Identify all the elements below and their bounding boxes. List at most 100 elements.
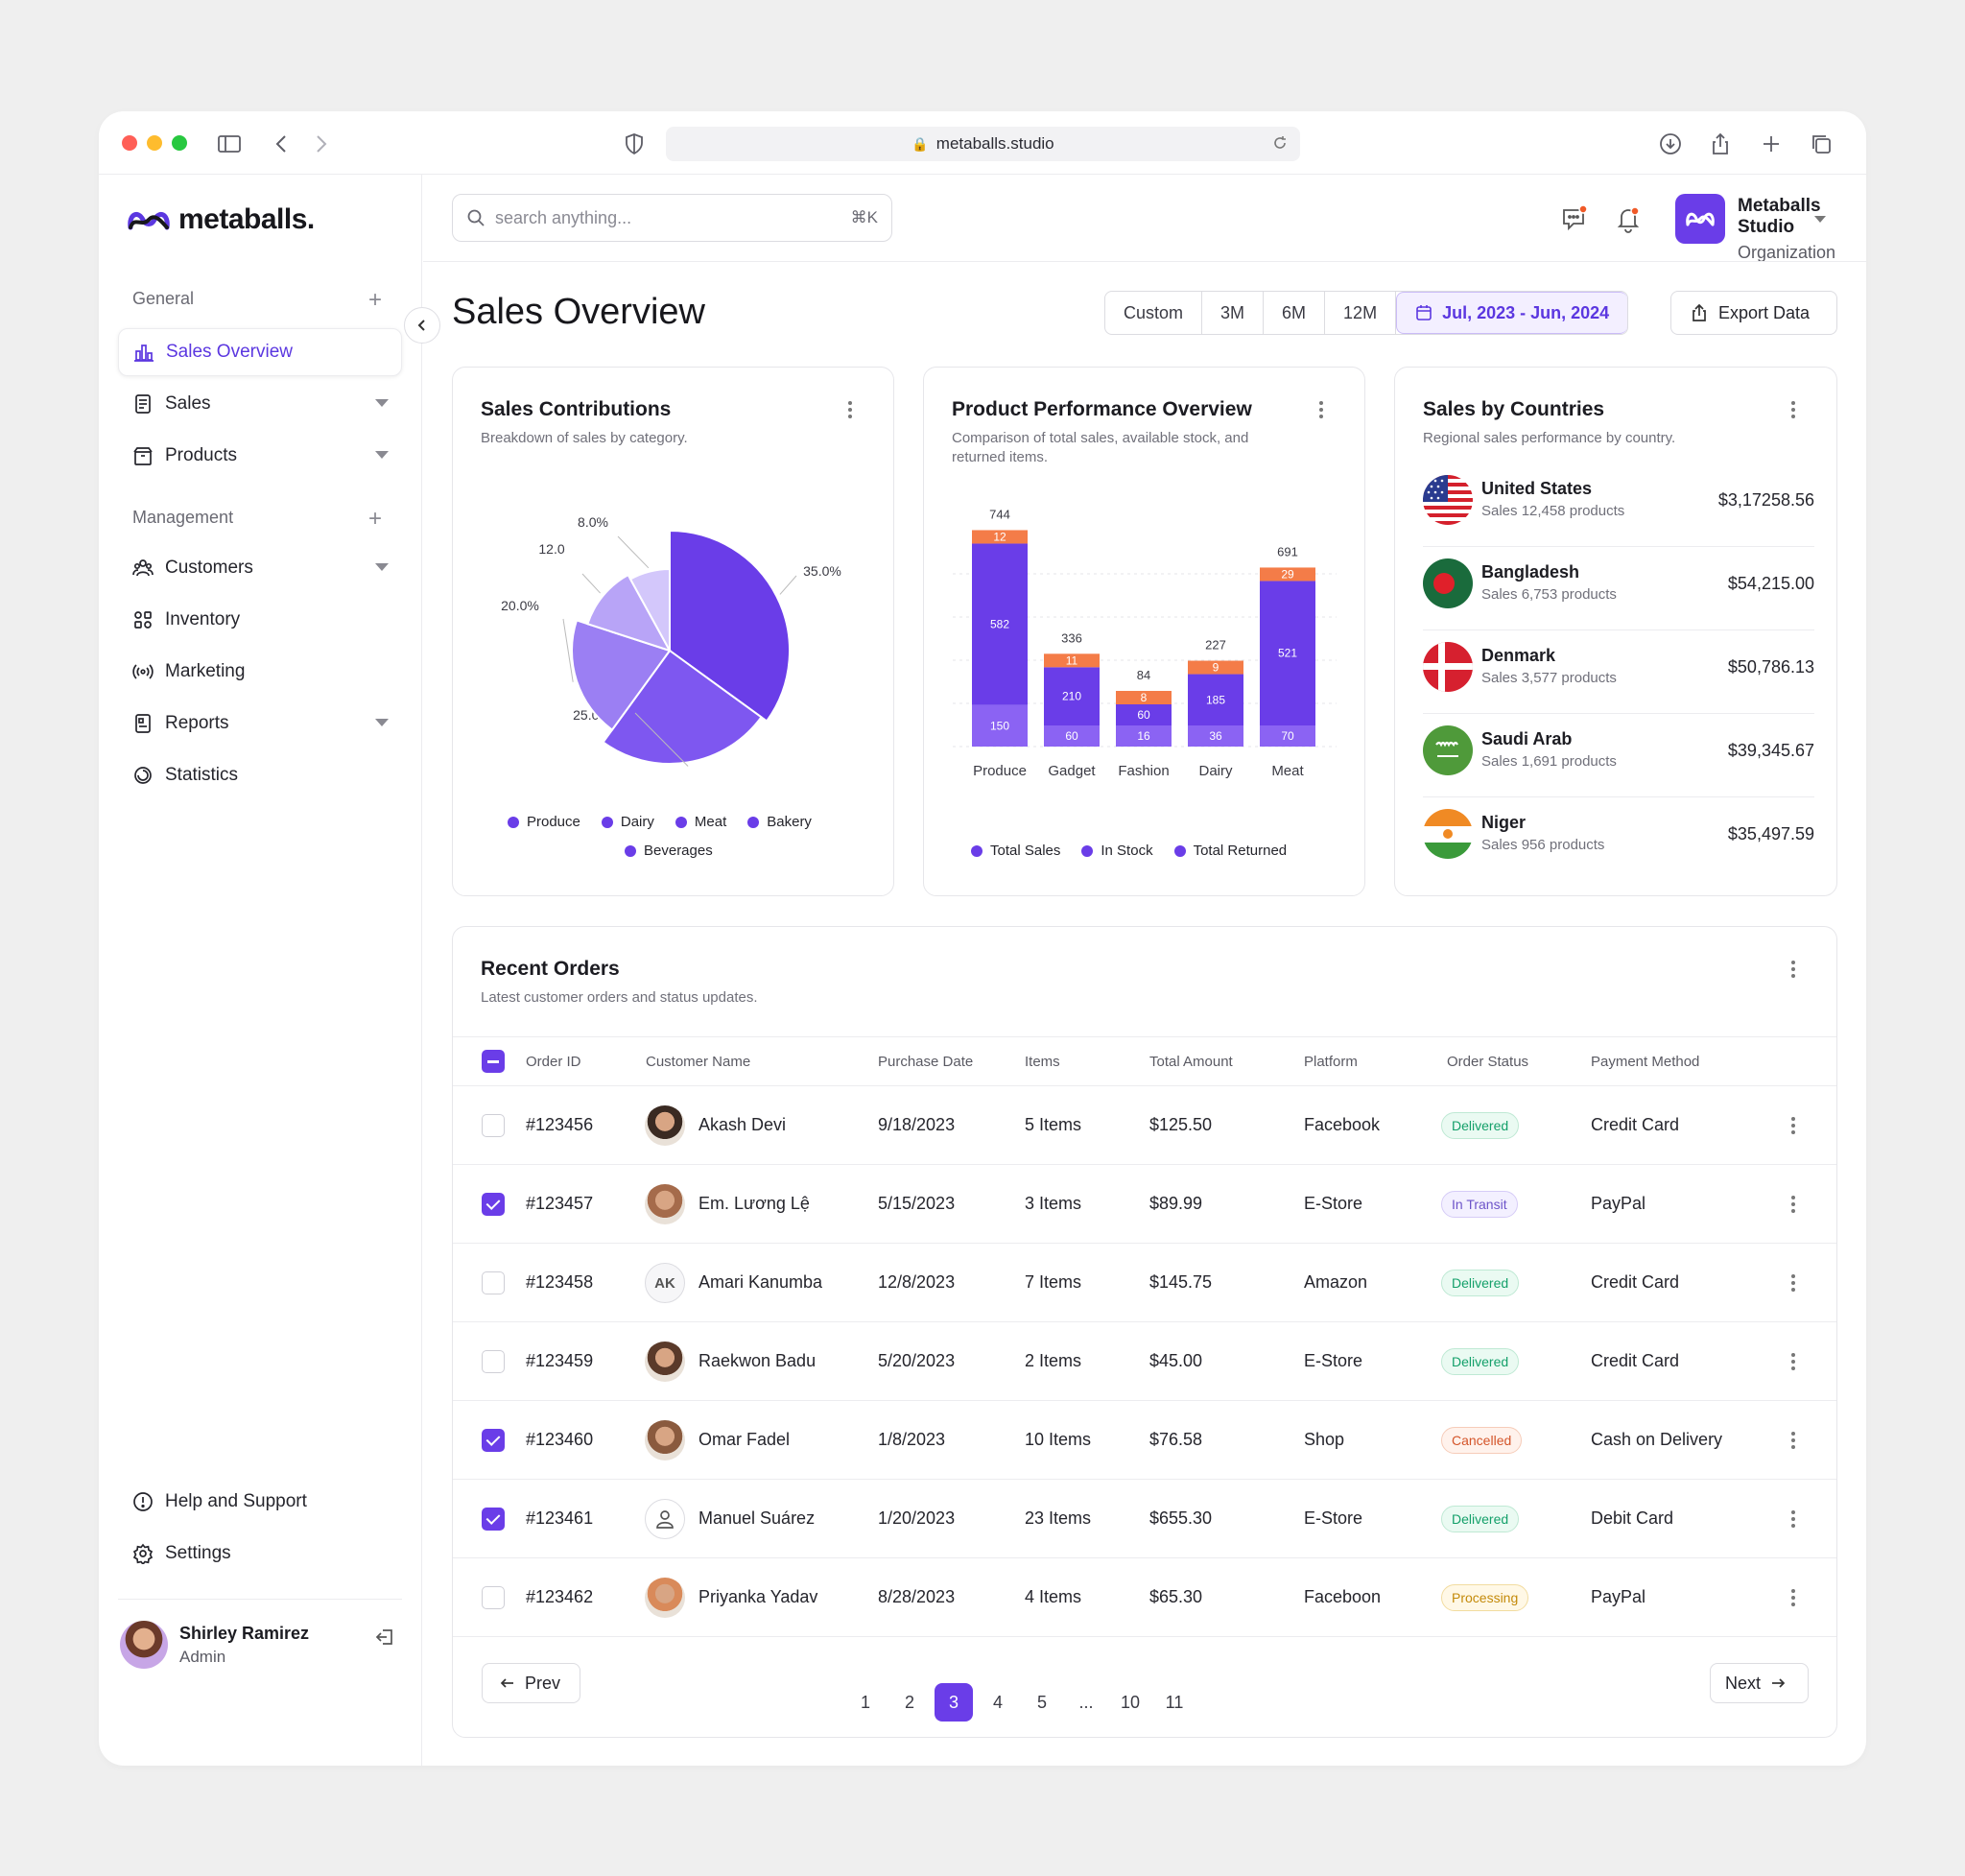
- page-2-button[interactable]: 2: [904, 1692, 914, 1712]
- chevron-down-icon[interactable]: [1814, 216, 1826, 223]
- sidebar-item-products[interactable]: Products: [118, 432, 402, 480]
- pie-slice[interactable]: [586, 573, 673, 653]
- sidebar-item-sales[interactable]: Sales: [118, 380, 402, 428]
- table-row[interactable]: #123462 Priyanka Yadav 8/28/2023 4 Items $65…: [453, 1558, 1836, 1637]
- row-checkbox[interactable]: [482, 1350, 505, 1373]
- bar-segment[interactable]: [1044, 667, 1100, 725]
- date-range-picker[interactable]: Jul, 2023 - Jun, 2024: [1396, 292, 1628, 334]
- page-5-button[interactable]: 5: [1036, 1692, 1047, 1712]
- sidebar-item-statistics[interactable]: Statistics: [118, 751, 402, 799]
- country-row-bangladesh[interactable]: Bangladesh Sales 6,753 products $54,215.…: [1423, 547, 1814, 630]
- share-icon[interactable]: [1708, 131, 1733, 156]
- add-general-plus-icon[interactable]: +: [368, 287, 383, 313]
- more-options-icon[interactable]: [1790, 958, 1796, 981]
- sidebar-item-help[interactable]: Help and Support: [118, 1478, 402, 1526]
- bar-segment[interactable]: [1044, 653, 1100, 668]
- row-more-options-icon[interactable]: [1787, 1429, 1799, 1452]
- bar-segment[interactable]: [1044, 725, 1100, 747]
- avatar[interactable]: [120, 1621, 168, 1669]
- reload-icon[interactable]: [1271, 134, 1289, 152]
- zoom-window-dot[interactable]: [172, 135, 187, 151]
- shield-icon[interactable]: [622, 131, 647, 156]
- table-row[interactable]: #123457 Em. Lương Lệ 5/15/2023 3 Items $89.9…: [453, 1165, 1836, 1244]
- page-1-button[interactable]: 1: [860, 1692, 870, 1712]
- row-more-options-icon[interactable]: [1787, 1350, 1799, 1373]
- range-3m-button[interactable]: 3M: [1202, 292, 1265, 334]
- pie-slice[interactable]: [602, 649, 763, 765]
- collapse-sidebar-button[interactable]: [404, 307, 440, 344]
- country-row-saudi-arab[interactable]: Saudi Arab Sales 1,691 products $39,345.…: [1423, 714, 1814, 797]
- forward-icon[interactable]: [308, 131, 333, 156]
- row-checkbox[interactable]: [482, 1114, 505, 1137]
- page-10-button[interactable]: 10: [1120, 1692, 1141, 1712]
- more-options-icon[interactable]: [1318, 398, 1324, 421]
- table-row[interactable]: #123461 Manuel Suárez 1/20/2023 23 Items $65…: [453, 1480, 1836, 1558]
- close-window-dot[interactable]: [122, 135, 137, 151]
- search-input[interactable]: search anything... ⌘K: [452, 194, 892, 242]
- sidebar-toggle-icon[interactable]: [217, 131, 242, 156]
- logout-icon[interactable]: [374, 1627, 395, 1648]
- tabs-overview-icon[interactable]: [1809, 131, 1834, 156]
- bar-segment[interactable]: [1260, 567, 1315, 582]
- next-page-button[interactable]: Next: [1710, 1663, 1809, 1703]
- messages-icon[interactable]: [1560, 204, 1589, 233]
- bar-segment[interactable]: [1116, 725, 1172, 747]
- bar-segment[interactable]: [1260, 725, 1315, 747]
- row-checkbox[interactable]: [482, 1586, 505, 1609]
- pie-slice[interactable]: [571, 619, 672, 731]
- more-options-icon[interactable]: [1790, 398, 1796, 421]
- chevron-down-icon[interactable]: [375, 451, 389, 459]
- download-icon[interactable]: [1658, 131, 1683, 156]
- country-row-united-states[interactable]: United States Sales 12,458 products $3,1…: [1423, 463, 1814, 547]
- row-checkbox[interactable]: [482, 1271, 505, 1294]
- range-custom-button[interactable]: Custom: [1105, 292, 1203, 334]
- chevron-down-icon[interactable]: [375, 399, 389, 407]
- table-row[interactable]: #123456 Akash Devi 9/18/2023 5 Items $125.50…: [453, 1086, 1836, 1165]
- sidebar-item-reports[interactable]: Reports: [118, 700, 402, 748]
- row-checkbox[interactable]: [482, 1508, 505, 1531]
- column-header[interactable]: Customer Name: [646, 1054, 751, 1070]
- table-row[interactable]: #123459 Raekwon Badu 5/20/2023 2 Items $45.0…: [453, 1322, 1836, 1401]
- sidebar-item-customers[interactable]: Customers: [118, 544, 402, 592]
- column-header[interactable]: Items: [1025, 1054, 1060, 1070]
- back-icon[interactable]: [270, 131, 295, 156]
- country-row-niger[interactable]: Niger Sales 956 products $35,497.59: [1423, 797, 1814, 881]
- table-row[interactable]: #123460 Omar Fadel 1/8/2023 10 Items $76.58 S…: [453, 1401, 1836, 1480]
- row-more-options-icon[interactable]: [1787, 1508, 1799, 1531]
- country-row-denmark[interactable]: Denmark Sales 3,577 products $50,786.13: [1423, 630, 1814, 714]
- column-header[interactable]: Total Amount: [1149, 1054, 1233, 1070]
- row-more-options-icon[interactable]: [1787, 1193, 1799, 1216]
- pie-slice[interactable]: [628, 567, 671, 652]
- prev-page-button[interactable]: Prev: [482, 1663, 580, 1703]
- page-4-button[interactable]: 4: [992, 1692, 1003, 1712]
- chevron-down-icon[interactable]: [375, 719, 389, 726]
- add-management-plus-icon[interactable]: +: [368, 506, 383, 532]
- sidebar-item-marketing[interactable]: Marketing: [118, 648, 402, 696]
- minimize-window-dot[interactable]: [147, 135, 162, 151]
- column-header[interactable]: Order ID: [526, 1054, 581, 1070]
- column-header[interactable]: Payment Method: [1591, 1054, 1700, 1070]
- row-more-options-icon[interactable]: [1787, 1271, 1799, 1294]
- sidebar-item-inventory[interactable]: Inventory: [118, 596, 402, 644]
- range-12m-button[interactable]: 12M: [1325, 292, 1397, 334]
- new-tab-icon[interactable]: [1759, 131, 1784, 156]
- bar-segment[interactable]: [972, 704, 1028, 747]
- row-more-options-icon[interactable]: [1787, 1114, 1799, 1137]
- table-row[interactable]: AK #123458 Amari Kanumba 12/8/2023 7 Items $1…: [453, 1244, 1836, 1322]
- bar-segment[interactable]: [1188, 725, 1243, 747]
- bar-segment[interactable]: [972, 530, 1028, 544]
- page-11-button[interactable]: 11: [1165, 1692, 1184, 1712]
- chevron-down-icon[interactable]: [375, 563, 389, 571]
- org-logo[interactable]: [1675, 194, 1725, 244]
- bar-segment[interactable]: [1116, 691, 1172, 704]
- notification-bell-icon[interactable]: [1614, 204, 1643, 233]
- bar-segment[interactable]: [1260, 581, 1315, 725]
- bar-segment[interactable]: [1116, 704, 1172, 725]
- bar-segment[interactable]: [1188, 674, 1243, 725]
- sidebar-item-sales-overview[interactable]: Sales Overview: [118, 328, 402, 376]
- column-header[interactable]: Purchase Date: [878, 1054, 974, 1070]
- bar-segment[interactable]: [1188, 660, 1243, 675]
- pie-slice[interactable]: [669, 529, 791, 723]
- range-6m-button[interactable]: 6M: [1264, 292, 1326, 334]
- org-switcher[interactable]: Metaballs Studio Organization: [1738, 196, 1866, 263]
